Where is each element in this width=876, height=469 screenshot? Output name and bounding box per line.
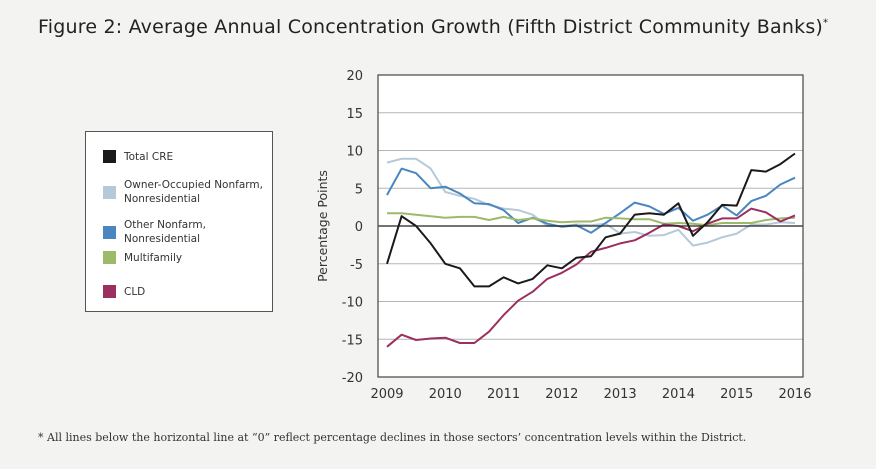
legend-item: Other Nonfarm, Nonresidential: [103, 218, 206, 246]
x-tick-label: 2015: [720, 387, 753, 402]
x-tick-label: 2012: [545, 387, 578, 402]
legend-label: Other Nonfarm, Nonresidential: [124, 219, 206, 245]
y-tick-label: 20: [346, 69, 363, 84]
y-tick-label: 10: [346, 145, 363, 160]
legend-swatch: [103, 226, 116, 239]
y-tick-label: 5: [355, 182, 363, 197]
chart-title-text: Figure 2: Average Annual Concentration G…: [38, 16, 824, 38]
y-tick-label: -15: [342, 333, 363, 348]
legend-item: Multifamily: [103, 251, 182, 265]
legend-swatch: [103, 150, 116, 163]
x-tick-label: 2013: [604, 387, 637, 402]
y-tick-label: 15: [346, 107, 363, 122]
y-tick-label: 0: [355, 220, 363, 235]
footnote: * All lines below the horizontal line at…: [38, 431, 747, 444]
legend: Total CRE Owner-Occupied Nonfarm, Nonresid…: [85, 131, 273, 312]
x-tick-label: 2014: [662, 387, 695, 402]
legend-swatch: [103, 285, 116, 298]
title-footnote-mark: *: [823, 17, 829, 29]
x-tick-label: 2010: [429, 387, 462, 402]
y-tick-label: -10: [342, 296, 363, 311]
x-tick-label: 2009: [370, 387, 403, 402]
series-line-cld: [386, 207, 796, 348]
x-tick-label: 2011: [487, 387, 520, 402]
chart-title: Figure 2: Average Annual Concentration G…: [38, 16, 828, 38]
y-tick-label: -5: [350, 258, 363, 273]
series-line-multifamily: [387, 212, 796, 227]
series-line-other-nonfarm-nonresidential: [386, 167, 796, 234]
legend-item: Owner-Occupied Nonfarm, Nonresidential: [103, 178, 263, 206]
legend-label: CLD: [124, 286, 146, 298]
legend-label: Multifamily: [124, 252, 183, 264]
legend-swatch: [103, 251, 116, 264]
y-tick-label: -20: [342, 371, 363, 386]
legend-label: Owner-Occupied Nonfarm, Nonresidential: [124, 179, 263, 205]
series-line-owner-occupied-nonfarm-nonresidential: [386, 157, 796, 247]
y-axis-label: Percentage Points: [315, 170, 330, 282]
series-line-total-cre: [386, 152, 796, 288]
legend-label: Total CRE: [124, 151, 174, 163]
x-tick-label: 2016: [778, 387, 811, 402]
legend-item: Total CRE: [103, 150, 173, 164]
legend-item: CLD: [103, 285, 145, 299]
legend-swatch: [103, 186, 116, 199]
plot-frame: [377, 74, 804, 378]
